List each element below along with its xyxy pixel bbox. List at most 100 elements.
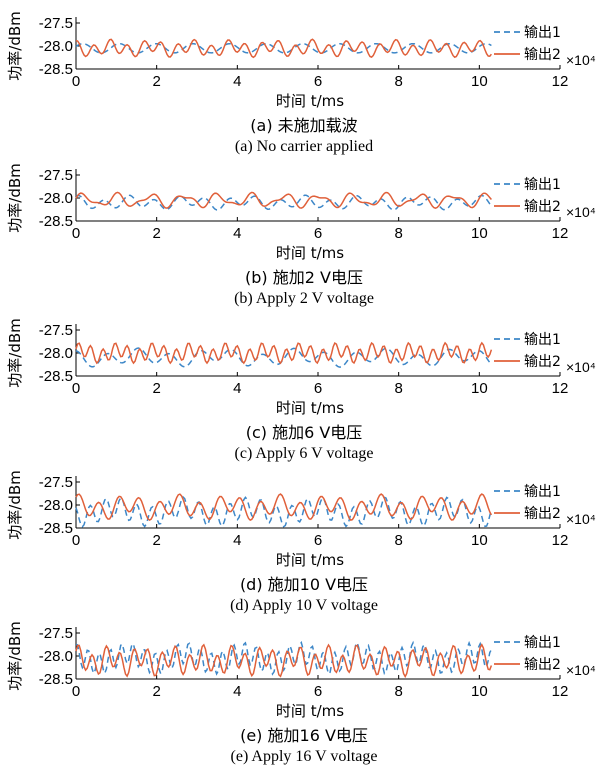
x-tick-label: 0 [72,683,80,700]
chart-panel-c: 功率/dBm -27.5 -28.0 -28.50 2 4 6 8 10 12 ×10⁴ 时间 t/m… [6,318,596,462]
x-axis-label: 时间 t/ms [276,244,344,262]
y-tick-label: -28.5 [39,213,73,230]
caption-english: (a) No carrier applied [235,138,373,155]
x-tick-label: 10 [471,683,488,700]
y-tick-label: -28.5 [39,520,73,537]
x-tick-label: 0 [72,380,80,397]
legend-label-2: 输出2 [524,47,561,63]
x-tick-label: 10 [471,73,488,90]
x-axis-label: 时间 t/ms [276,92,344,110]
x-tick-label: 4 [233,532,241,549]
caption-chinese: (d) 施加10 V电压 [240,575,368,594]
y-tick-label: -27.5 [39,474,73,491]
x-axis-label: 时间 t/ms [276,399,344,417]
x-tick-label: 6 [314,380,322,397]
caption-english: (e) Apply 16 V voltage [231,748,378,765]
y-tick-label: -28.0 [39,38,73,55]
y-tick-label: -28.0 [39,190,73,207]
legend-label-1: 输出1 [524,332,561,348]
x-tick-label: 2 [152,73,160,90]
x-tick-label: 4 [233,225,241,242]
x-tick-label: 8 [394,380,402,397]
x-tick-label: 0 [72,73,80,90]
y-tick-label: -28.0 [39,345,73,362]
x-tick-label: 12 [552,225,569,242]
x-tick-label: 8 [394,683,402,700]
series-line-2 [75,341,493,365]
legend-label-2: 输出2 [524,657,561,673]
y-tick-label: -27.5 [39,322,73,339]
series-line-1 [75,194,492,211]
y-tick-label: -28.5 [39,61,73,78]
legend-label-2: 输出2 [524,506,561,522]
caption-chinese: (c) 施加6 V电压 [246,423,363,442]
caption-chinese: (a) 未施加载波 [250,116,357,135]
x-tick-label: 6 [314,532,322,549]
caption-english: (c) Apply 6 V voltage [235,445,374,462]
x-tick-label: 4 [233,73,241,90]
x-tick-label: 10 [471,225,488,242]
y-tick-label: -28.0 [39,648,73,665]
series-line-2 [75,643,493,679]
x-tick-label: 12 [552,683,569,700]
legend-label-1: 输出1 [524,484,561,500]
x-tick-label: 12 [552,532,569,549]
legend-label-2: 输出2 [524,354,561,370]
legend-label-1: 输出1 [524,635,561,651]
x-tick-label: 8 [394,225,402,242]
legend-label-1: 输出1 [524,25,561,41]
x-exponent-label: ×10⁴ [566,52,596,68]
y-tick-label: -27.5 [39,167,73,184]
legend-label-1: 输出1 [524,177,561,193]
x-tick-label: 4 [233,380,241,397]
x-tick-label: 4 [233,683,241,700]
series-line-2 [75,38,492,59]
y-axis-label: 功率/dBm [6,621,24,690]
x-tick-label: 2 [152,225,160,242]
x-tick-label: 6 [314,225,322,242]
x-tick-label: 10 [471,532,488,549]
chart-panel-e: 功率/dBm -27.5 -28.0 -28.50 2 4 6 8 10 12 ×10⁴ 时间 t/m… [6,621,596,765]
series-line-1 [75,495,493,528]
y-tick-label: -27.5 [39,15,73,32]
x-tick-label: 8 [394,73,402,90]
y-axis-label: 功率/dBm [6,163,24,232]
y-axis-label: 功率/dBm [6,470,24,539]
series-line-1 [75,347,492,368]
caption-english: (d) Apply 10 V voltage [230,597,378,614]
x-exponent-label: ×10⁴ [566,662,596,678]
x-tick-label: 6 [314,73,322,90]
x-axis-label: 时间 t/ms [276,702,344,720]
x-tick-label: 2 [152,532,160,549]
legend-label-2: 输出2 [524,199,561,215]
x-exponent-label: ×10⁴ [566,204,596,220]
caption-english: (b) Apply 2 V voltage [234,290,374,307]
chart-panel-a: 功率/dBm -27.5 -28.0 -28.50 2 4 6 8 10 12 ×10⁴ 时间 t/m… [6,11,596,155]
y-tick-label: -28.0 [39,497,73,514]
x-tick-label: 12 [552,380,569,397]
series-line-2 [75,191,492,210]
y-tick-label: -28.5 [39,368,73,385]
x-tick-label: 8 [394,532,402,549]
x-tick-label: 12 [552,73,569,90]
caption-chinese: (b) 施加2 V电压 [245,268,363,287]
series-line-2 [75,493,493,522]
series-line-1 [75,42,492,54]
x-tick-label: 2 [152,683,160,700]
y-tick-label: -28.5 [39,671,73,688]
x-tick-label: 0 [72,532,80,549]
x-exponent-label: ×10⁴ [566,511,596,527]
x-axis-label: 时间 t/ms [276,551,344,569]
y-axis-label: 功率/dBm [6,318,24,387]
x-exponent-label: ×10⁴ [566,359,596,375]
chart-panel-d: 功率/dBm -27.5 -28.0 -28.50 2 4 6 8 10 12 ×10⁴ 时间 t/m… [6,470,596,614]
x-tick-label: 6 [314,683,322,700]
chart-panel-b: 功率/dBm -27.5 -28.0 -28.50 2 4 6 8 10 12 ×10⁴ 时间 t/m… [6,163,596,307]
x-tick-label: 2 [152,380,160,397]
x-tick-label: 10 [471,380,488,397]
y-tick-label: -27.5 [39,625,73,642]
x-tick-label: 0 [72,225,80,242]
caption-chinese: (e) 施加16 V电压 [240,726,368,745]
y-axis-label: 功率/dBm [6,11,24,80]
